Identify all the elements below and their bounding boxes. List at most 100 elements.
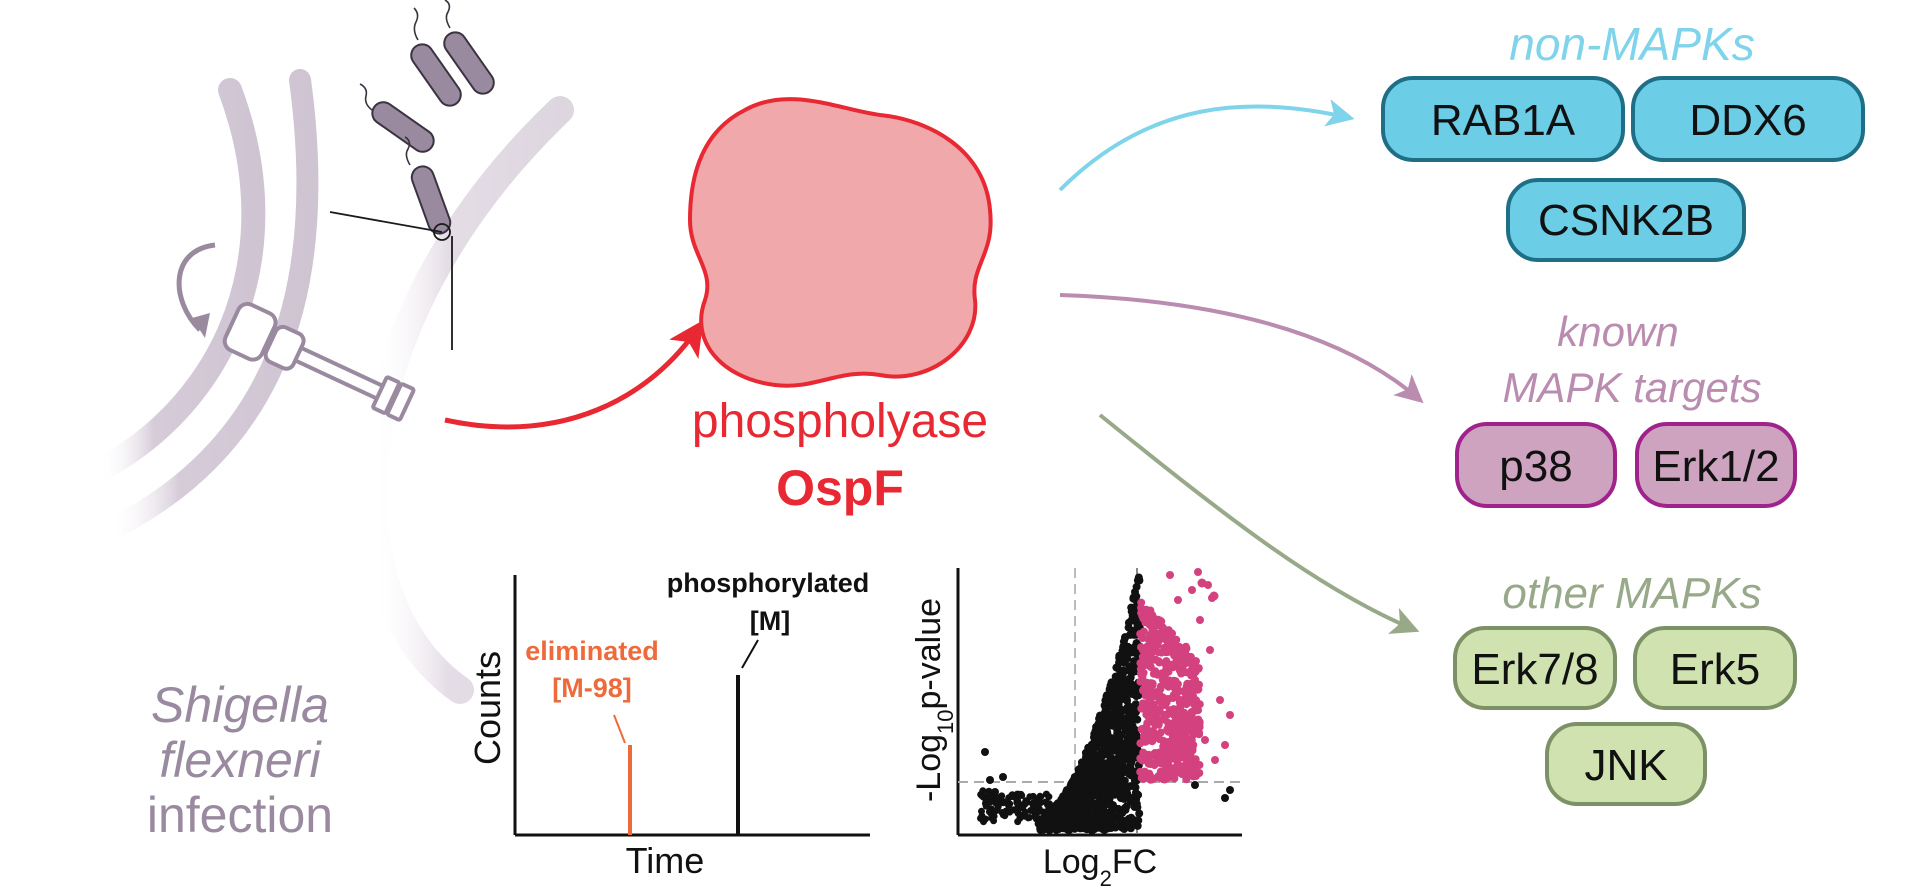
- volcano-point: [1089, 739, 1097, 748]
- volcano-point: [1130, 709, 1139, 718]
- volcano-point: [999, 773, 1007, 781]
- volcano-point: [1073, 789, 1082, 798]
- volcano-point: [1130, 657, 1139, 666]
- peak-phos-label-line1: phosphorylated: [667, 568, 870, 598]
- volcano-point: [1080, 778, 1089, 786]
- protein-pill-p38: p38: [1455, 422, 1617, 508]
- volcano-point: [1119, 666, 1128, 675]
- volcano-point: [1100, 701, 1109, 710]
- volcano-point: [1008, 792, 1016, 800]
- volcano-point: [1129, 630, 1138, 639]
- bacterium-zoom-callout: [329, 211, 453, 350]
- peak-eliminated-label-line1: eliminated: [525, 636, 659, 666]
- volcano-point: [1191, 676, 1199, 684]
- volcano-point: [1139, 614, 1148, 623]
- infection-label-line2: flexneri: [159, 732, 322, 788]
- protein-label: Erk7/8: [1471, 645, 1598, 694]
- volcano-point: [1124, 728, 1133, 737]
- volcano-point: [1055, 820, 1064, 829]
- volcano-ylabel: -Log10p-value: [910, 598, 958, 802]
- peak-eliminated-label-line2: [M-98]: [552, 673, 632, 703]
- volcano-point: [1145, 695, 1154, 704]
- volcano-point: [1132, 649, 1141, 658]
- volcano-point: [1124, 821, 1133, 830]
- volcano-point: [998, 809, 1006, 816]
- volcano-point: [1185, 653, 1194, 661]
- spectrum-ylabel: Counts: [467, 651, 508, 765]
- volcano-point: [1118, 672, 1127, 681]
- volcano-point: [1133, 745, 1142, 754]
- volcano-point: [1136, 665, 1145, 674]
- volcano-point: [1014, 818, 1022, 826]
- volcano-point: [986, 776, 994, 784]
- volcano-point: [1156, 773, 1165, 782]
- volcano-point: [1175, 698, 1184, 707]
- volcano-point: [1140, 677, 1149, 686]
- volcano-point: [1142, 722, 1151, 731]
- volcano-point: [1179, 737, 1188, 746]
- volcano-point: [1138, 645, 1147, 654]
- volcano-point: [1143, 754, 1152, 763]
- volcano-point: [1175, 768, 1184, 777]
- volcano-point: [1121, 764, 1130, 773]
- volcano-point: [1155, 748, 1164, 757]
- volcano-point: [1126, 703, 1135, 712]
- volcano-point: [1189, 700, 1198, 709]
- volcano-point: [1152, 632, 1161, 641]
- volcano-point: [1165, 639, 1174, 648]
- volcano-point: [1096, 716, 1105, 725]
- volcano-point: [1132, 592, 1141, 601]
- volcano-point: [1106, 752, 1115, 761]
- volcano-point: [1176, 647, 1185, 656]
- infection-label-line1: Shigella: [151, 677, 329, 733]
- volcano-point: [1065, 785, 1073, 794]
- protein-pill-erk7-8: Erk7/8: [1453, 626, 1617, 710]
- volcano-point: [1157, 617, 1166, 626]
- volcano-point: [1136, 739, 1145, 748]
- volcano-point: [1034, 820, 1042, 828]
- volcano-point: [1159, 714, 1168, 723]
- protein-pill-erk5: Erk5: [1633, 626, 1797, 710]
- volcano-point: [1156, 728, 1165, 737]
- spectrum-xlabel: Time: [626, 840, 705, 881]
- enzyme-name: OspF: [776, 460, 904, 516]
- spectrum-plot: Counts Time eliminated [M-98] phosphoryl…: [467, 568, 870, 881]
- volcano-point: [1167, 660, 1176, 669]
- volcano-point: [1133, 619, 1142, 628]
- volcano-point: [1129, 683, 1138, 692]
- arrow-to-other-mapks: [1098, 413, 1420, 634]
- protein-label: CSNK2B: [1538, 196, 1714, 245]
- volcano-point: [1221, 794, 1229, 802]
- volcano-point: [1147, 615, 1156, 623]
- protein-pill-ddx6: DDX6: [1631, 76, 1865, 162]
- volcano-point: [1109, 712, 1118, 721]
- volcano-point: [985, 792, 993, 800]
- volcano-point: [1151, 667, 1160, 676]
- volcano-point: [1089, 750, 1098, 759]
- volcano-point: [1170, 737, 1179, 745]
- volcano-point: [1111, 757, 1120, 766]
- volcano-point: [1174, 596, 1182, 604]
- volcano-point: [1150, 703, 1159, 712]
- volcano-point: [1144, 651, 1153, 659]
- group-title-other-mapks: other MAPKs: [1502, 569, 1761, 618]
- volcano-point: [981, 748, 989, 756]
- bacterium-4: [410, 165, 452, 235]
- volcano-point: [1216, 696, 1224, 704]
- protein-pill-rab1a: RAB1A: [1381, 76, 1625, 162]
- volcano-point: [1099, 763, 1107, 772]
- volcano-point: [1170, 774, 1179, 783]
- volcano-point: [1171, 682, 1180, 691]
- volcano-point: [1143, 736, 1152, 745]
- volcano-point: [1155, 735, 1164, 744]
- volcano-point: [1103, 784, 1112, 793]
- volcano-point: [1165, 646, 1174, 655]
- volcano-point: [1134, 573, 1143, 582]
- volcano-point: [1201, 736, 1209, 744]
- volcano-point: [1209, 591, 1219, 601]
- bacteria-cluster: [371, 31, 495, 235]
- volcano-point: [1099, 813, 1108, 822]
- volcano-point: [1095, 781, 1104, 790]
- volcano-point: [1168, 726, 1177, 735]
